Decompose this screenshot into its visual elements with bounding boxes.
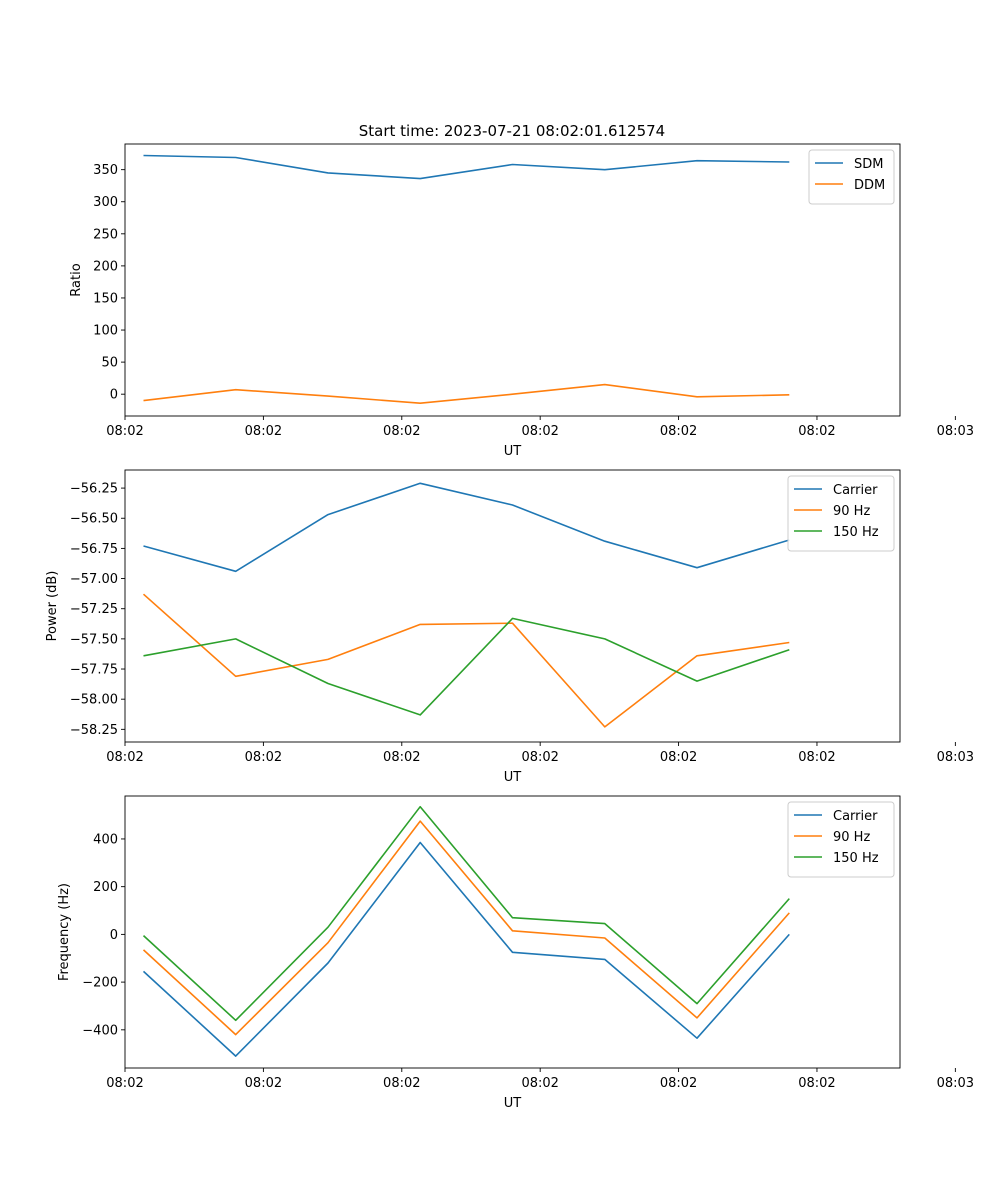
series-line-ddm (143, 383, 790, 405)
y-tick-label: 350 (93, 163, 118, 178)
y-tick-label: 250 (93, 227, 118, 242)
y-tick-label: −56.50 (70, 512, 118, 527)
figure-title: Start time: 2023-07-21 08:02:01.612574 (359, 122, 665, 140)
x-axis-label: UT (504, 770, 522, 785)
y-tick-label: 50 (101, 356, 118, 371)
x-tick-label: 08:02 (245, 424, 282, 439)
axes-frame (124, 795, 901, 1069)
y-tick-label: 150 (93, 291, 118, 306)
x-tick-label: 08:02 (106, 424, 143, 439)
legend-box (787, 475, 895, 552)
x-tick-label: 08:02 (660, 750, 697, 765)
series-line-150-hz (142, 805, 790, 1022)
x-tick-label: 08:02 (660, 424, 697, 439)
y-tick-label: −57.00 (70, 572, 118, 587)
y-tick-label: 400 (93, 832, 118, 847)
legend-label: Carrier (833, 809, 878, 824)
x-tick-label: 08:02 (798, 424, 835, 439)
axes-frame (124, 469, 901, 743)
x-tick-label: 08:02 (383, 424, 420, 439)
x-tick-label: 08:02 (383, 750, 420, 765)
x-tick-label: 08:02 (106, 1076, 143, 1091)
y-tick-label: −200 (82, 976, 118, 991)
subplot-2: 08:02 08:02 08:02 08:02 08:02 08:02 08:03 −58.2… (45, 469, 974, 785)
y-tick-label: −57.75 (70, 663, 118, 678)
y-tick-label: −56.25 (70, 482, 118, 497)
series-line-carrier (142, 841, 790, 1057)
legend-label: Carrier (833, 483, 878, 498)
x-tick-label: 08:02 (798, 1076, 835, 1091)
legend: SDM DDM (808, 149, 895, 205)
y-tick-label: −57.25 (70, 602, 118, 617)
y-tick-label: 0 (110, 928, 118, 943)
subplot-1: 08:02 08:02 08:02 08:02 08:02 08:02 08:03 0 50 10… (69, 143, 974, 459)
x-tick-label: 08:02 (521, 1076, 558, 1091)
axes-frame (124, 143, 901, 417)
y-tick-label: 300 (93, 195, 118, 210)
x-tick-label: 08:02 (245, 750, 282, 765)
x-tick-label: 08:02 (660, 1076, 697, 1091)
y-axis-label: Power (dB) (45, 571, 60, 642)
y-tick-label: −57.50 (70, 632, 118, 647)
subplots: 08:02 08:02 08:02 08:02 08:02 08:02 08:03 0 50 10… (45, 143, 974, 1111)
series-line-150-hz (143, 617, 790, 716)
x-tick-label: 08:03 (937, 750, 974, 765)
y-tick-label: 200 (93, 259, 118, 274)
legend-label: 150 Hz (833, 525, 879, 540)
y-tick-label: −58.00 (70, 693, 118, 708)
y-axis-label: Ratio (69, 263, 84, 296)
x-tick-label: 08:03 (937, 1076, 974, 1091)
legend: Carrier 90 Hz 150 Hz (787, 801, 895, 878)
x-tick-label: 08:02 (383, 1076, 420, 1091)
y-tick-label: 100 (93, 324, 118, 339)
series-line-90-hz (142, 820, 790, 1036)
x-axis-label: UT (504, 444, 522, 459)
series-line-carrier (143, 482, 790, 573)
legend-label: DDM (854, 178, 885, 193)
x-tick-label: 08:02 (521, 750, 558, 765)
x-tick-label: 08:02 (245, 1076, 282, 1091)
y-tick-label: −58.25 (70, 723, 118, 738)
legend-label: 90 Hz (833, 830, 870, 845)
subplot-3: 08:02 08:02 08:02 08:02 08:02 08:02 08:03 −400 −… (57, 795, 974, 1111)
series-line-90-hz (142, 593, 790, 728)
y-tick-label: 200 (93, 880, 118, 895)
series-line-sdm (143, 154, 790, 180)
legend-label: 90 Hz (833, 504, 870, 519)
y-tick-label: 0 (110, 388, 118, 403)
x-tick-label: 08:02 (521, 424, 558, 439)
x-tick-label: 08:02 (106, 750, 143, 765)
x-tick-label: 08:03 (937, 424, 974, 439)
x-axis-label: UT (504, 1096, 522, 1111)
legend-label: 150 Hz (833, 851, 879, 866)
y-tick-label: −400 (82, 1023, 118, 1038)
legend: Carrier 90 Hz 150 Hz (787, 475, 895, 552)
y-tick-label: −56.75 (70, 542, 118, 557)
legend-box (787, 801, 895, 878)
legend-label: SDM (854, 157, 883, 172)
y-axis-label: Frequency (Hz) (57, 883, 72, 981)
x-tick-label: 08:02 (798, 750, 835, 765)
